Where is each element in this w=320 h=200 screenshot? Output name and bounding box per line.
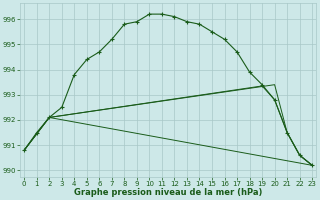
X-axis label: Graphe pression niveau de la mer (hPa): Graphe pression niveau de la mer (hPa) (74, 188, 262, 197)
